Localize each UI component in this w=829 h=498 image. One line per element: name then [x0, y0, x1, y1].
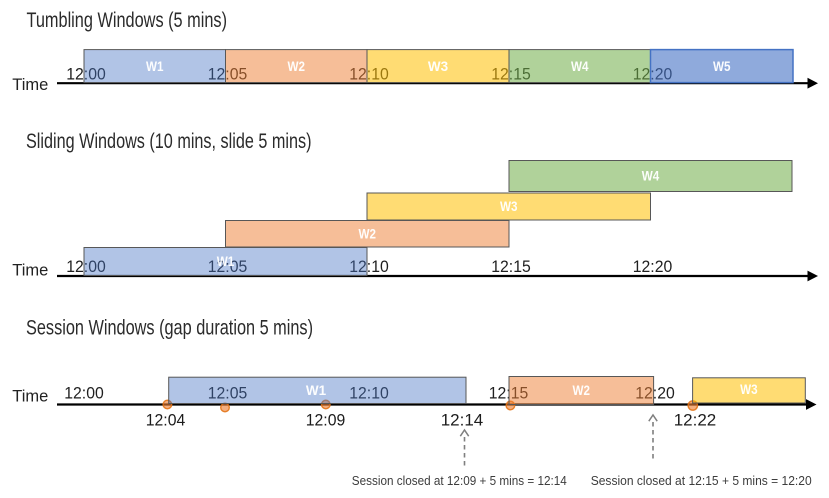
svg-text:Session closed at 12:15 + 5 mi: Session closed at 12:15 + 5 mins = 12:20 [591, 473, 812, 488]
svg-text:12:14: 12:14 [441, 411, 484, 430]
svg-text:12:00: 12:00 [64, 384, 104, 403]
svg-text:12:05: 12:05 [208, 384, 248, 403]
svg-text:Tumbling Windows (5 mins): Tumbling Windows (5 mins) [27, 9, 228, 32]
svg-text:W3: W3 [740, 382, 758, 397]
svg-text:Sliding Windows (10 mins, slid: Sliding Windows (10 mins, slide 5 mins) [26, 130, 312, 153]
svg-text:12:09: 12:09 [306, 411, 346, 430]
svg-text:Time: Time [12, 76, 48, 94]
svg-text:12:22: 12:22 [674, 411, 717, 430]
svg-text:W4: W4 [642, 169, 660, 184]
svg-text:W2: W2 [359, 227, 377, 242]
svg-text:W4: W4 [571, 59, 589, 74]
svg-text:12:00: 12:00 [66, 65, 106, 84]
svg-text:Session Windows (gap duration: Session Windows (gap duration 5 mins) [26, 317, 313, 340]
svg-text:Session closed at 12:09 + 5 mi: Session closed at 12:09 + 5 mins = 12:14 [352, 473, 567, 488]
svg-text:W1: W1 [217, 254, 235, 269]
svg-text:W1: W1 [306, 383, 327, 398]
svg-text:W3: W3 [428, 59, 449, 74]
svg-text:12:20: 12:20 [633, 257, 673, 276]
svg-text:W2: W2 [288, 59, 306, 74]
svg-text:Time: Time [12, 262, 48, 280]
svg-text:W5: W5 [713, 59, 731, 74]
svg-text:12:15: 12:15 [491, 257, 531, 276]
svg-text:12:10: 12:10 [349, 384, 389, 403]
svg-text:12:10: 12:10 [349, 257, 389, 276]
svg-text:W1: W1 [146, 59, 164, 74]
svg-text:12:00: 12:00 [66, 257, 106, 276]
svg-text:Time: Time [12, 388, 48, 406]
svg-text:W3: W3 [500, 199, 518, 214]
svg-text:W2: W2 [573, 383, 591, 398]
svg-text:12:04: 12:04 [146, 411, 186, 430]
svg-text:12:05: 12:05 [208, 257, 248, 276]
